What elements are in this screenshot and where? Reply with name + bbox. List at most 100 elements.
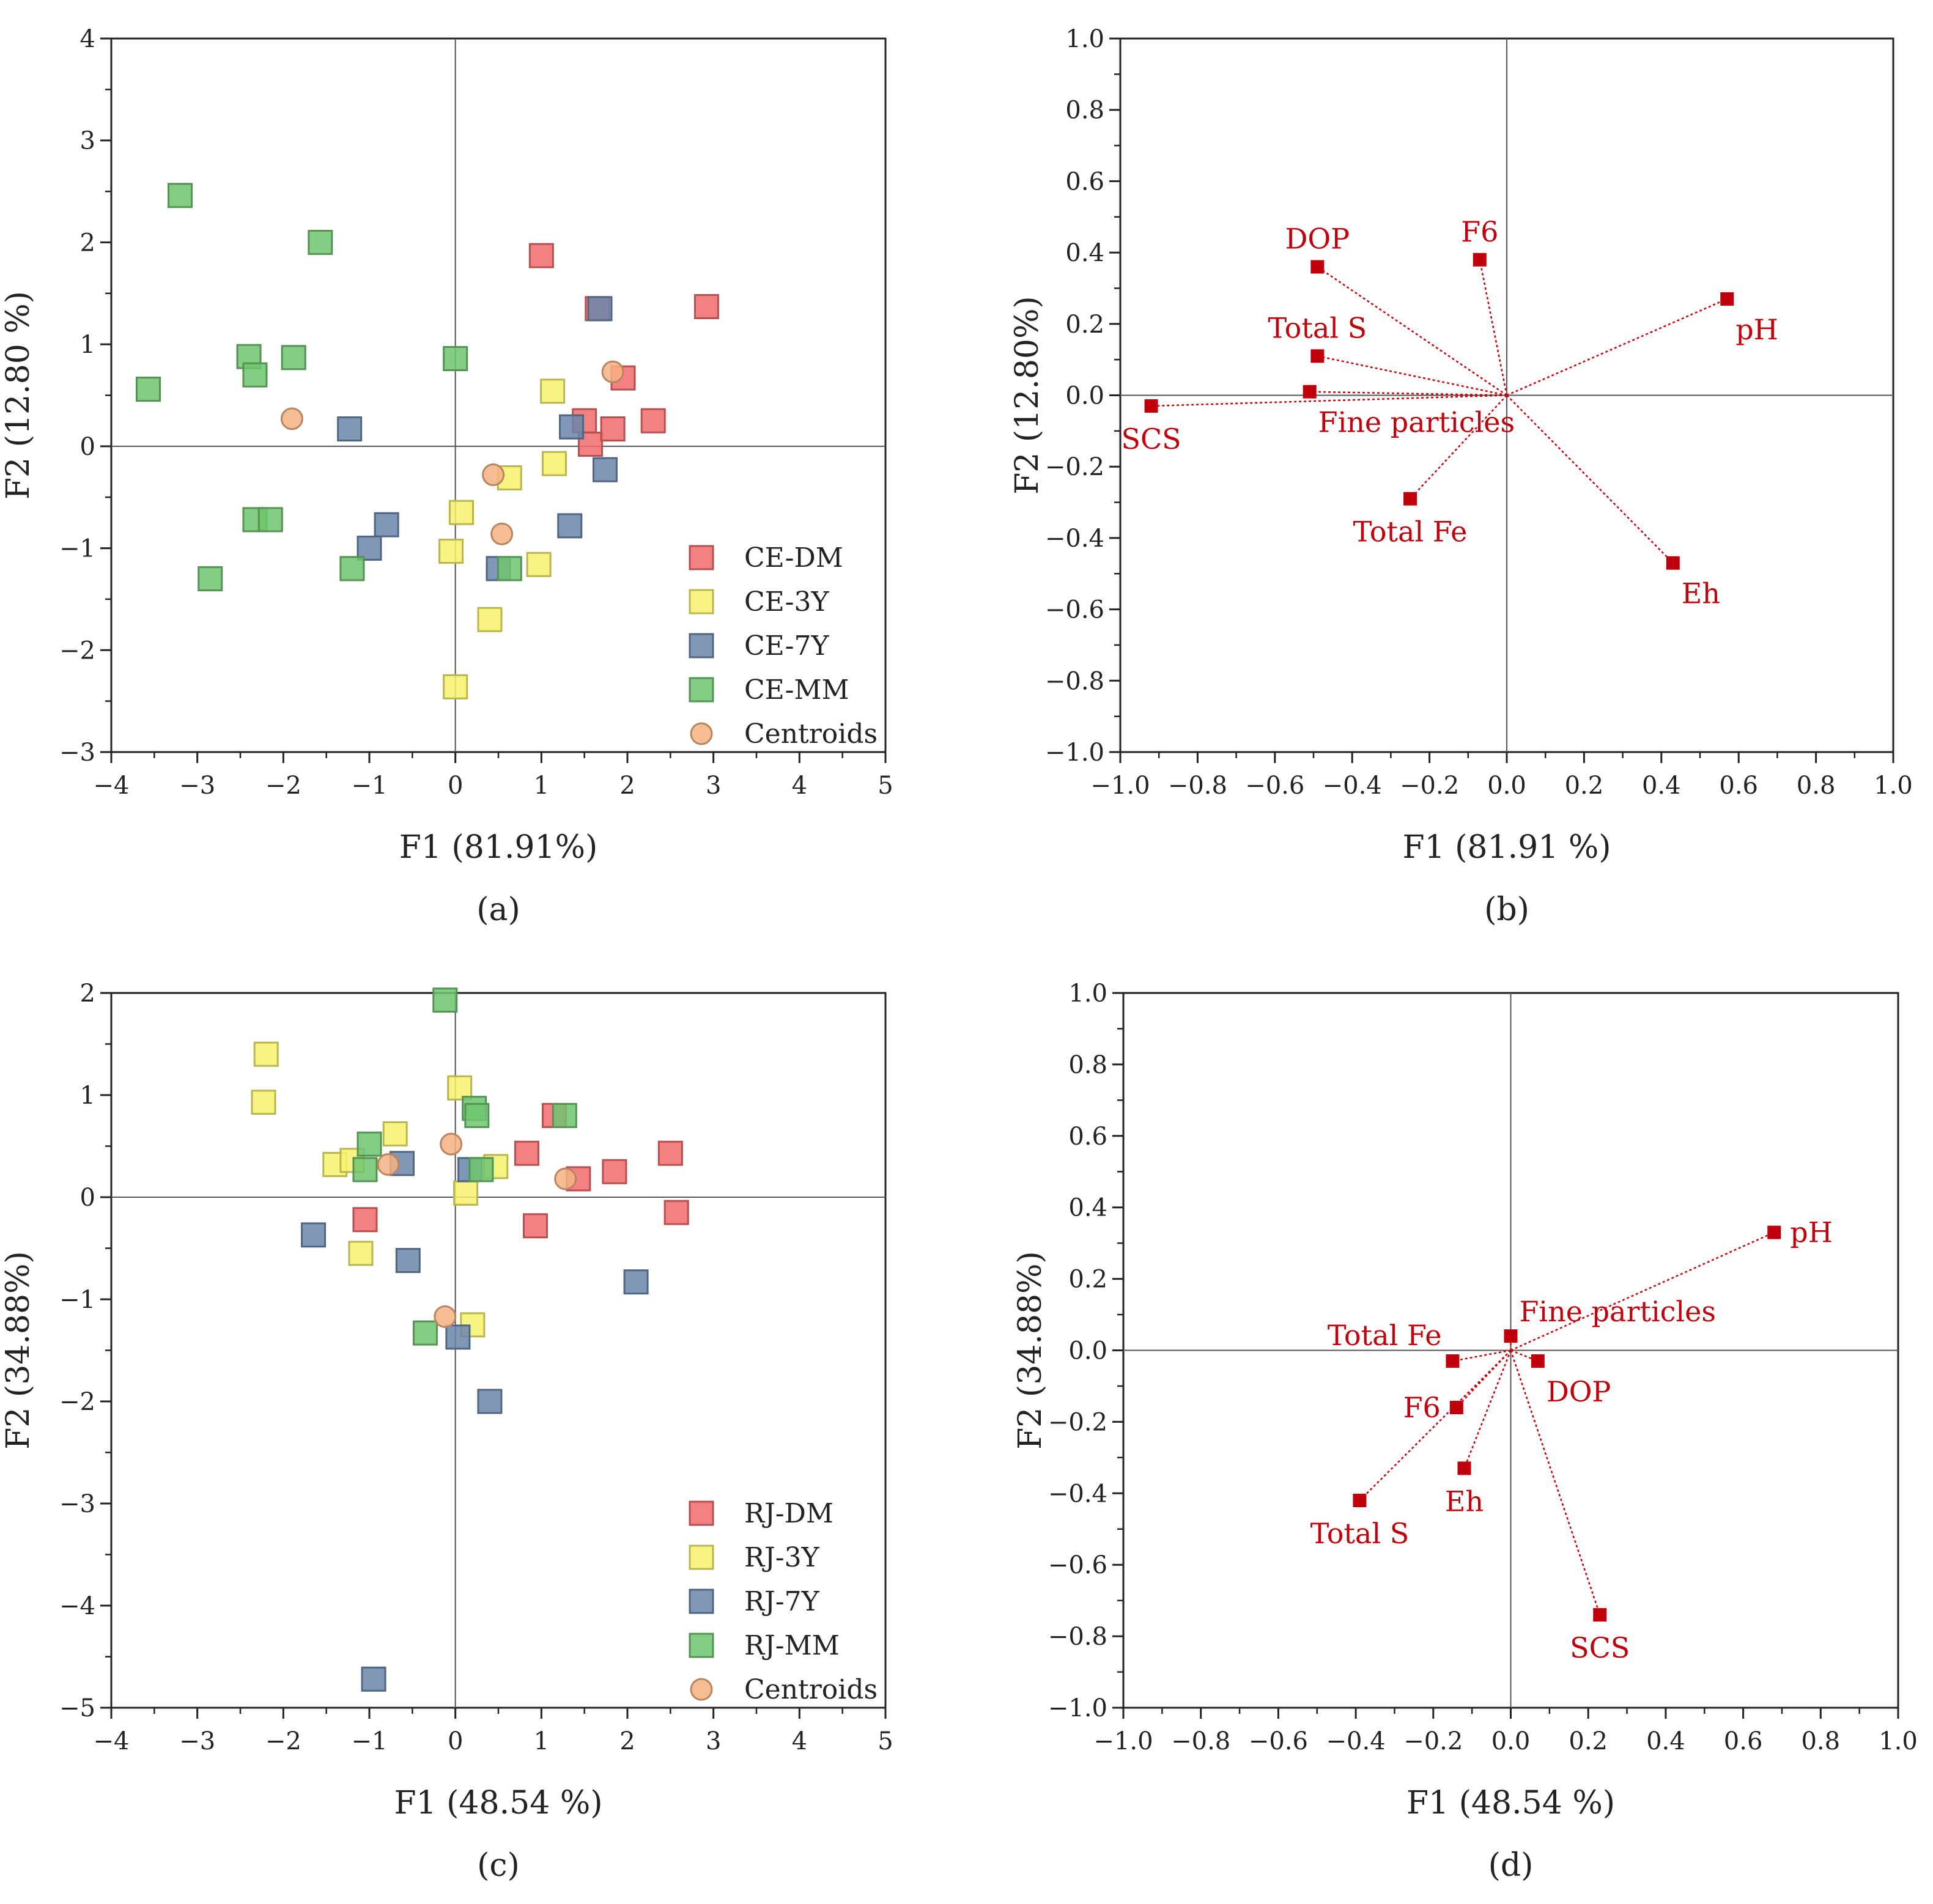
y-tick-label: 1 (80, 1082, 95, 1110)
point-ce-mm (168, 183, 193, 208)
y-tick-label: 0.2 (1065, 311, 1104, 339)
loading-vector (1463, 1350, 1512, 1469)
y-tick-label: −0.4 (1048, 1480, 1107, 1508)
loading-vector (1510, 1231, 1775, 1351)
loading-vector (1452, 1349, 1511, 1362)
y-tick-label: −0.6 (1045, 596, 1104, 624)
x-tick-label: 1 (534, 772, 549, 800)
point-centroids (554, 1167, 577, 1190)
legend-marker (689, 589, 714, 614)
point-ce-mm (497, 556, 522, 581)
point-rj-mm (464, 1102, 490, 1128)
y-tick-label: 4 (80, 25, 95, 53)
point-ce-3y (443, 674, 468, 699)
point-ce-7y (374, 512, 399, 537)
x-tick-label: 4 (792, 1727, 807, 1755)
loading-point (1310, 260, 1325, 274)
point-ce-dm (600, 416, 626, 442)
x-tick-label: −1.0 (1093, 1727, 1153, 1755)
loading-label: SCS (1570, 1631, 1630, 1664)
x-tick-label: −1.0 (1090, 772, 1150, 800)
x-tick-label: 0.8 (1797, 772, 1836, 800)
point-ce-mm (198, 566, 223, 592)
point-rj-mm (357, 1131, 382, 1157)
y-tick-label: 2 (80, 229, 95, 257)
legend-label: RJ-3Y (744, 1542, 820, 1573)
point-rj-mm (552, 1102, 577, 1128)
x-tick-label: 0 (448, 772, 463, 800)
point-ce-3y (449, 500, 475, 525)
y-tick-label: 1.0 (1068, 980, 1107, 1008)
loading-vector (1359, 1349, 1512, 1501)
loading-label: pH (1790, 1216, 1833, 1249)
x-tick-label: 2 (619, 772, 635, 800)
x-tick-label: 0.0 (1487, 772, 1526, 800)
y-tick-label: 0.4 (1065, 239, 1104, 267)
legend-label: Centroids (744, 1674, 878, 1705)
x-tick-label: 3 (706, 772, 721, 800)
x-tick-label: 0.4 (1646, 1727, 1685, 1755)
x-tick-label: 0.4 (1642, 772, 1681, 800)
legend-marker (689, 677, 714, 703)
loading-label: Fine particles (1520, 1295, 1716, 1328)
y-tick-label: −0.4 (1045, 525, 1104, 553)
legend-label: RJ-DM (744, 1498, 833, 1529)
y-tick-label: −0.2 (1045, 453, 1104, 481)
x-tick-label: 0.2 (1569, 1727, 1608, 1755)
loading-label: Fine particles (1318, 406, 1515, 439)
x-tick-label: −2 (265, 772, 301, 800)
y-tick-label: −5 (59, 1694, 95, 1722)
legend-label: CE-DM (744, 542, 843, 574)
loading-point (1310, 349, 1325, 363)
loading-label: pH (1735, 313, 1778, 346)
legend-label: RJ-7Y (744, 1586, 820, 1617)
loading-label: Total Fe (1353, 515, 1468, 548)
x-tick-label: 3 (706, 1727, 721, 1755)
point-rj-7y (395, 1248, 421, 1274)
point-rj-3y (253, 1041, 279, 1067)
y-tick-label: 0.8 (1065, 97, 1104, 125)
legend-label: CE-MM (744, 674, 849, 706)
y-tick-label: −4 (59, 1592, 95, 1620)
point-rj-mm (468, 1157, 494, 1183)
point-rj-7y (445, 1324, 471, 1350)
x-tick-label: 0.2 (1565, 772, 1604, 800)
x-tick-label: −1 (352, 772, 388, 800)
panel-label: (d) (1488, 1847, 1534, 1884)
point-rj-dm (522, 1213, 548, 1239)
y-tick-label: 2 (80, 980, 95, 1008)
point-ce-mm (257, 507, 283, 533)
point-rj-3y (453, 1180, 479, 1206)
x-tick-label: 5 (878, 1727, 893, 1755)
y-tick-label: 0 (80, 433, 95, 461)
legend-label: RJ-MM (744, 1630, 840, 1661)
x-tick-label: 1 (534, 1727, 549, 1755)
point-centroids (280, 407, 303, 430)
x-tick-label: −4 (94, 772, 130, 800)
loading-point (1457, 1461, 1471, 1475)
x-tick-label: −4 (94, 1727, 130, 1755)
point-ce-3y (477, 607, 503, 632)
loading-vector (1309, 391, 1507, 396)
point-ce-dm (528, 243, 554, 268)
y-tick-label: 0.6 (1068, 1123, 1107, 1151)
point-ce-mm (281, 345, 306, 371)
point-centroids (482, 463, 505, 487)
point-ce-3y (540, 378, 566, 404)
x-tick-label: −0.4 (1323, 772, 1382, 800)
point-rj-mm (412, 1320, 438, 1346)
point-centroids (377, 1153, 400, 1176)
point-rj-dm (663, 1200, 689, 1225)
y-tick-label: −1.0 (1048, 1694, 1107, 1722)
panel-label: (b) (1484, 891, 1529, 928)
loading-point (1449, 1401, 1463, 1415)
x-tick-label: 0.6 (1724, 1727, 1763, 1755)
x-tick-label: 4 (792, 772, 807, 800)
y-tick-label: 0.4 (1068, 1194, 1107, 1222)
x-tick-label: 1.0 (1879, 1727, 1918, 1755)
point-rj-mm (352, 1157, 378, 1183)
x-tick-label: −0.8 (1168, 772, 1227, 800)
legend-marker (690, 722, 713, 745)
point-ce-mm (135, 376, 161, 402)
x-tick-label: −0.6 (1249, 1727, 1308, 1755)
